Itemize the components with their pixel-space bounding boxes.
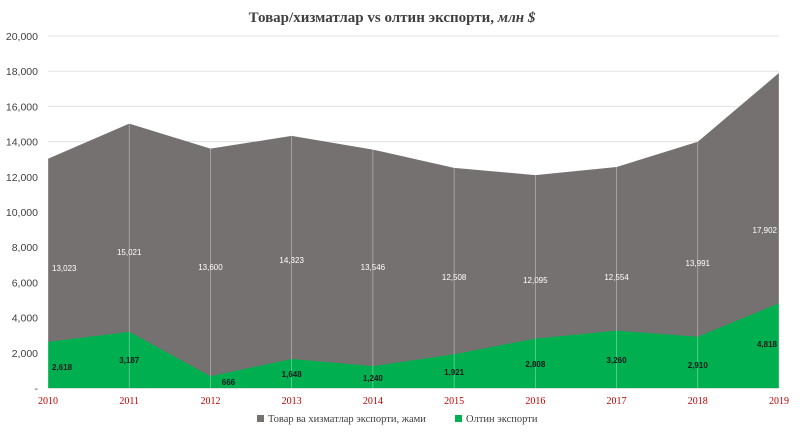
y-tick-label: 12,000 bbox=[6, 172, 38, 184]
y-tick-label: 14,000 bbox=[6, 137, 38, 149]
data-label-total: 13,600 bbox=[198, 263, 223, 272]
x-tick-label: 2014 bbox=[363, 396, 383, 407]
data-label-gold: 1,240 bbox=[363, 374, 384, 383]
x-tick-label: 2013 bbox=[282, 396, 302, 407]
data-label-total: 13,991 bbox=[686, 259, 711, 268]
y-tick-label: 16,000 bbox=[6, 101, 38, 113]
plot-area bbox=[47, 72, 780, 388]
y-tick-label: 6,000 bbox=[12, 277, 38, 289]
data-label-total: 15,021 bbox=[117, 248, 142, 257]
data-label-gold: 2,808 bbox=[525, 360, 546, 369]
data-label-gold: 1,921 bbox=[444, 368, 465, 377]
legend-swatch-1 bbox=[455, 415, 462, 422]
y-tick-label: 8,000 bbox=[12, 242, 38, 254]
y-axis: - 2,000 4,000 6,000 8,000 10,000 12,000 14,000 1… bbox=[6, 31, 39, 395]
x-tick-label: 2010 bbox=[38, 396, 58, 407]
data-label-gold: 3,187 bbox=[119, 356, 140, 365]
legend-swatch-0 bbox=[257, 415, 264, 422]
legend-label-1: Олтин экспорти bbox=[466, 414, 538, 425]
legend: Товар ва хизматлар экспорти, жами Олтин э… bbox=[257, 414, 538, 425]
data-label-total: 13,023 bbox=[52, 264, 77, 273]
x-tick-label: 2016 bbox=[525, 396, 545, 407]
y-tick-label: 10,000 bbox=[6, 207, 38, 219]
series-area-0 bbox=[48, 72, 779, 388]
x-tick-label: 2019 bbox=[769, 396, 789, 407]
x-tick-label: 2015 bbox=[444, 396, 464, 407]
data-label-gold: 4,818 bbox=[757, 340, 778, 349]
x-tick-label: 2011 bbox=[119, 396, 139, 407]
x-tick-label: 2012 bbox=[200, 396, 220, 407]
y-tick-label: - bbox=[35, 383, 39, 395]
y-tick-label: 4,000 bbox=[12, 313, 38, 325]
legend-label-0: Товар ва хизматлар экспорти, жами bbox=[268, 414, 426, 425]
data-label-total: 12,554 bbox=[604, 273, 629, 282]
data-label-gold: 2,910 bbox=[688, 361, 709, 370]
data-label-total: 12,508 bbox=[442, 273, 467, 282]
x-tick-label: 2018 bbox=[688, 396, 708, 407]
y-tick-label: 18,000 bbox=[6, 66, 38, 78]
data-labels: 13,023 15,021 13,600 14,323 13,546 12,508 12,0… bbox=[52, 226, 778, 387]
x-axis: 2010 2011 2012 2013 2014 2015 2016 2017 2018 2019 bbox=[38, 396, 789, 407]
data-label-gold: 666 bbox=[222, 378, 236, 387]
data-label-total: 13,546 bbox=[361, 263, 386, 272]
chart-title: Товар/хизматлар vs олтин экспорти, млн $ bbox=[249, 10, 536, 26]
series-area-1 bbox=[48, 303, 779, 388]
y-tick-label: 20,000 bbox=[6, 31, 38, 43]
data-label-total: 14,323 bbox=[279, 256, 304, 265]
data-label-total: 17,902 bbox=[753, 226, 778, 235]
y-tick-label: 2,000 bbox=[12, 348, 38, 360]
data-label-gold: 1,648 bbox=[282, 370, 303, 379]
data-label-gold: 3,260 bbox=[607, 356, 628, 365]
x-tick-label: 2017 bbox=[607, 396, 627, 407]
data-label-gold: 2,618 bbox=[52, 363, 73, 372]
data-label-total: 12,095 bbox=[523, 276, 548, 285]
